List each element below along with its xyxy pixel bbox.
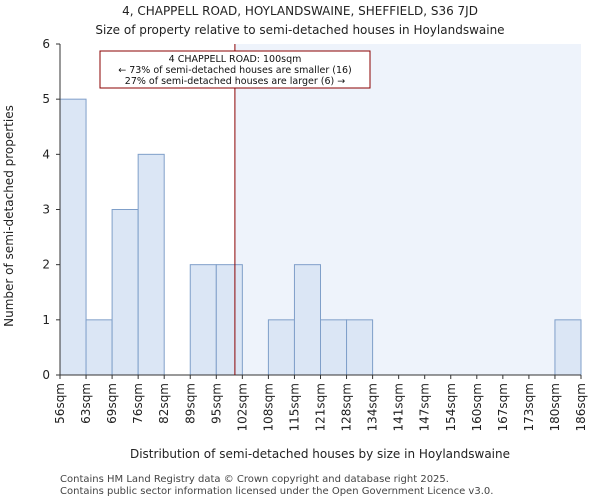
y-tick-label-6: 6: [42, 37, 50, 51]
x-tick-label-63sqm: 63sqm: [79, 383, 93, 424]
x-tick-label-128sqm: 128sqm: [340, 383, 354, 431]
y-ticks-group: 0 1 2 3 4 5 6: [42, 37, 60, 382]
y-tick-label-3: 3: [42, 203, 50, 217]
y-tick-label-2: 2: [42, 258, 50, 272]
annotation-line1: 4 CHAPPELL ROAD: 100sqm: [169, 54, 302, 65]
x-tick-label-102sqm: 102sqm: [235, 383, 249, 431]
bar-121sqm: [320, 319, 348, 376]
x-tick-label-154sqm: 154sqm: [444, 383, 458, 431]
bar-69sqm: [111, 209, 139, 376]
annotation-line3: 27% of semi-detached houses are larger (…: [125, 76, 345, 87]
x-tick-label-134sqm: 134sqm: [366, 383, 380, 431]
bar-128sqm: [346, 319, 374, 376]
x-tick-label-76sqm: 76sqm: [131, 383, 145, 424]
annotation-line2: ← 73% of semi-detached houses are smalle…: [118, 65, 352, 76]
y-tick-label-0: 0: [42, 368, 50, 382]
y-axis-label: Number of semi-detached properties: [2, 105, 16, 327]
x-tick-label-167sqm: 167sqm: [496, 383, 510, 431]
bar-95sqm: [215, 264, 243, 376]
annotation-rect: [99, 50, 371, 89]
x-tick-label-141sqm: 141sqm: [392, 383, 406, 431]
chart-title-line2: Size of property relative to semi-detach…: [95, 23, 504, 37]
x-tick-label-69sqm: 69sqm: [105, 383, 119, 424]
bar-56sqm: [59, 98, 87, 376]
footer-line1: Contains HM Land Registry data © Crown c…: [60, 474, 449, 485]
bar-180sqm: [554, 319, 582, 376]
bar-76sqm: [137, 153, 165, 376]
x-tick-label-173sqm: 173sqm: [522, 383, 536, 431]
y-tick-label-5: 5: [42, 92, 50, 106]
x-tick-label-56sqm: 56sqm: [53, 383, 67, 424]
x-tick-label-108sqm: 108sqm: [261, 383, 275, 431]
x-tick-label-186sqm: 186sqm: [574, 383, 588, 431]
x-tick-label-180sqm: 180sqm: [548, 383, 562, 431]
bar-108sqm: [267, 319, 295, 376]
annotation-box: 4 CHAPPELL ROAD: 100sqm ← 73% of semi-de…: [99, 50, 371, 89]
x-axis-label: Distribution of semi-detached houses by …: [130, 447, 510, 461]
bars-group: [59, 98, 582, 376]
y-tick-label-4: 4: [42, 147, 50, 161]
x-tick-label-89sqm: 89sqm: [183, 383, 197, 424]
chart-title-line1: 4, CHAPPELL ROAD, HOYLANDSWAINE, SHEFFIE…: [122, 4, 478, 18]
x-tick-label-121sqm: 121sqm: [314, 383, 328, 431]
x-tick-label-147sqm: 147sqm: [418, 383, 432, 431]
x-tick-label-115sqm: 115sqm: [287, 383, 301, 431]
bar-89sqm: [189, 264, 217, 376]
bar-115sqm: [293, 264, 322, 376]
x-tick-label-95sqm: 95sqm: [209, 383, 223, 424]
x-tick-label-160sqm: 160sqm: [470, 383, 484, 431]
x-ticks-group: 56sqm 63sqm 69sqm 76sqm 82sqm 89sqm 95sqm 102sq…: [53, 375, 588, 431]
footer-line2: Contains public sector information licen…: [60, 486, 493, 497]
x-tick-label-82sqm: 82sqm: [157, 383, 171, 424]
bar-63sqm: [85, 319, 113, 376]
y-tick-label-1: 1: [42, 313, 50, 327]
